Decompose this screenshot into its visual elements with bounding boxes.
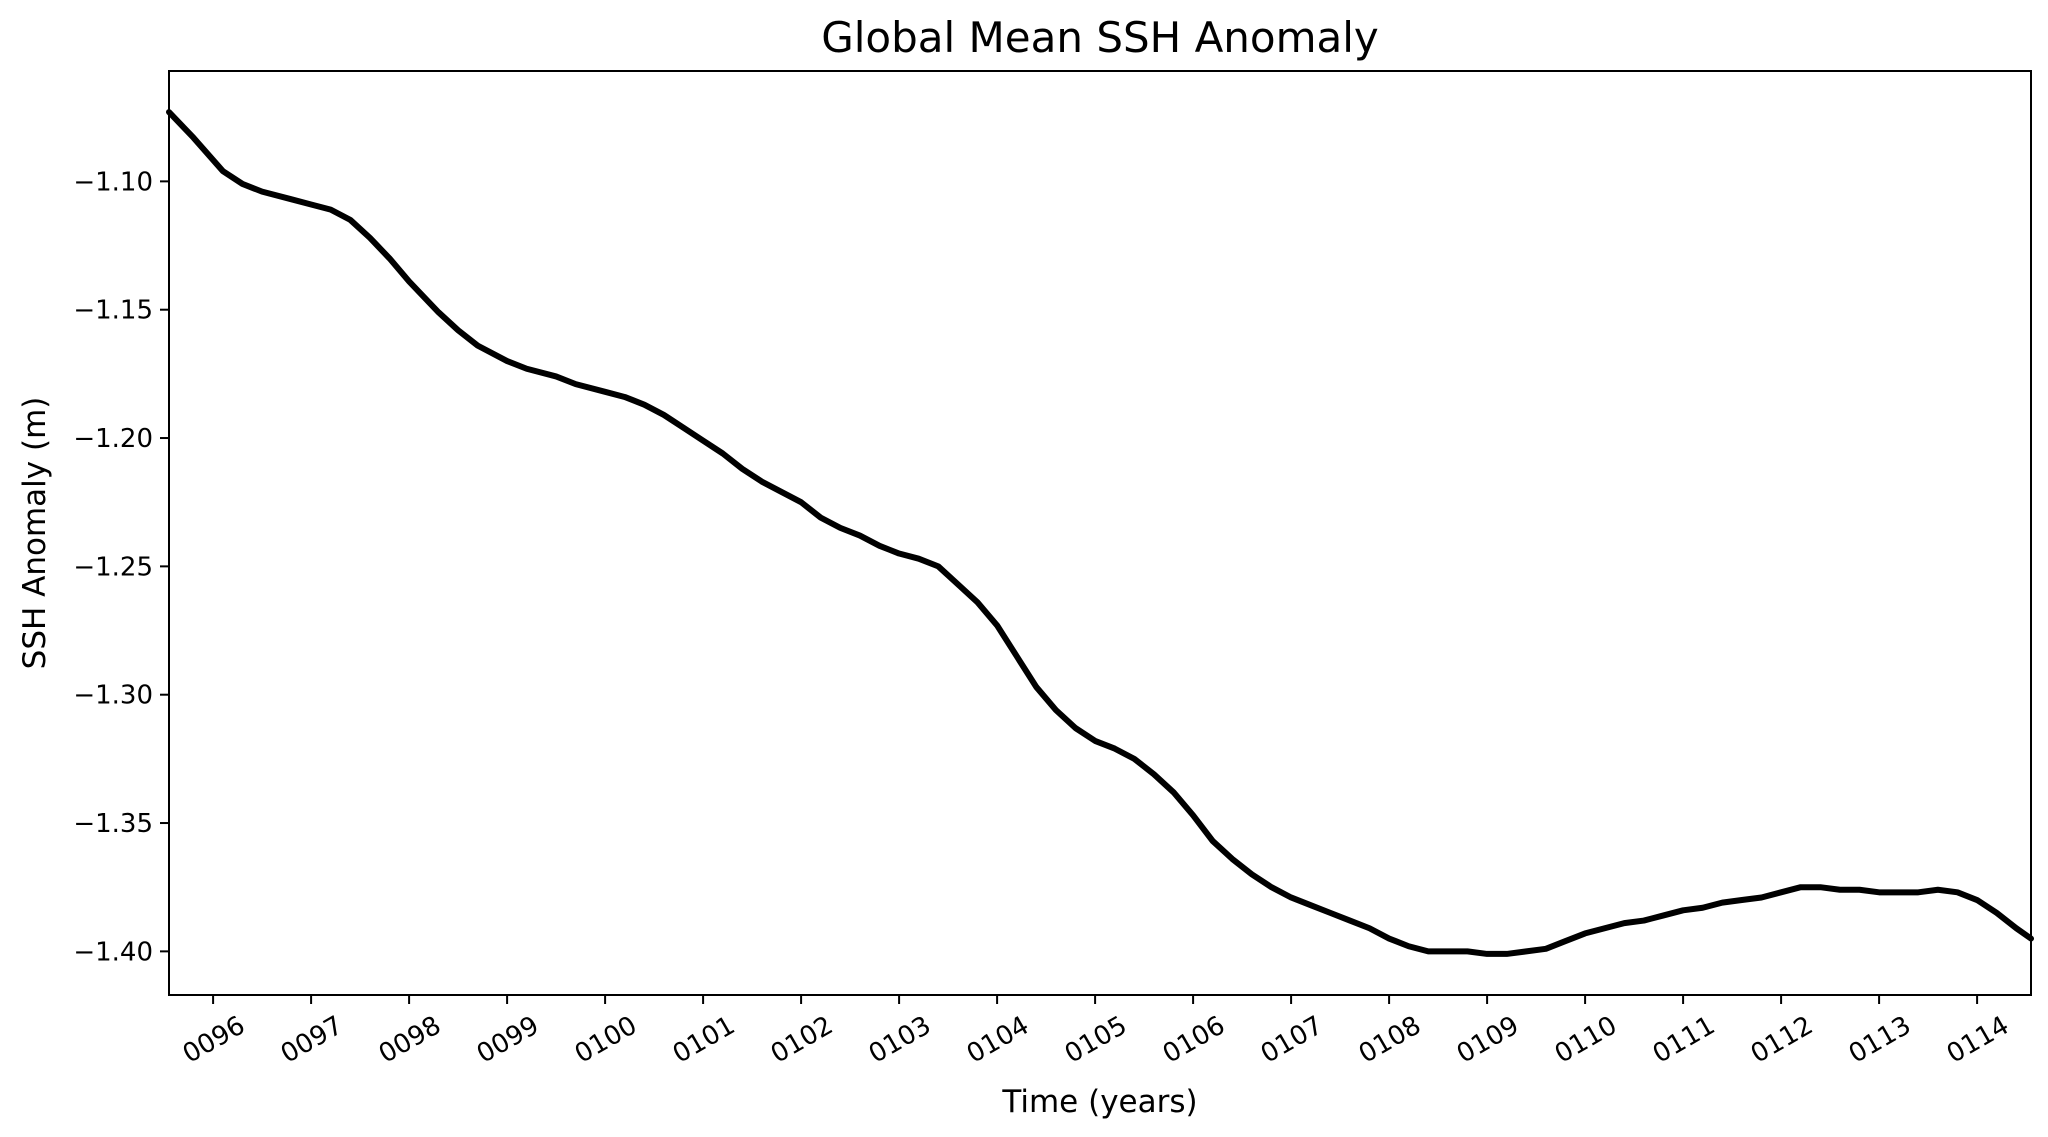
y-tick-label: −1.30	[73, 681, 153, 711]
plot-area-frame	[168, 70, 2032, 996]
y-tick-label: −1.35	[73, 809, 153, 839]
y-tick-label: −1.15	[73, 296, 153, 326]
chart-title: Global Mean SSH Anomaly	[821, 13, 1379, 62]
ssh-anomaly-series-line	[166, 109, 2034, 957]
y-tick-label: −1.10	[73, 167, 153, 197]
y-axis-label: SSH Anomaly (m)	[17, 397, 53, 670]
y-tick-label: −1.25	[73, 552, 153, 582]
y-axis-ticks: −1.10 −1.15 −1.20 −1.25 −1.30 −1.35 −1.40	[73, 167, 169, 967]
x-axis-label: Time (years)	[1001, 1084, 1197, 1120]
y-tick-label: −1.20	[73, 424, 153, 454]
y-tick-label: −1.40	[73, 937, 153, 967]
